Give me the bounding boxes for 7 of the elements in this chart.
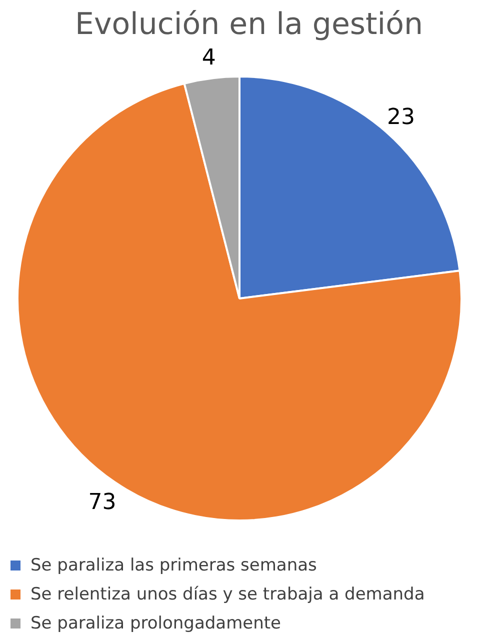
- data-label: 4: [202, 46, 216, 71]
- chart-title: Evolución en la gestión: [75, 7, 424, 42]
- legend-label: Se relentiza unos días y se trabaja a demanda: [30, 584, 425, 604]
- data-label: 73: [88, 490, 116, 515]
- data-label: 23: [386, 104, 415, 130]
- legend-label: Se paraliza prolongadamente: [30, 614, 282, 634]
- legend-label: Se paraliza las primeras semanas: [30, 556, 318, 576]
